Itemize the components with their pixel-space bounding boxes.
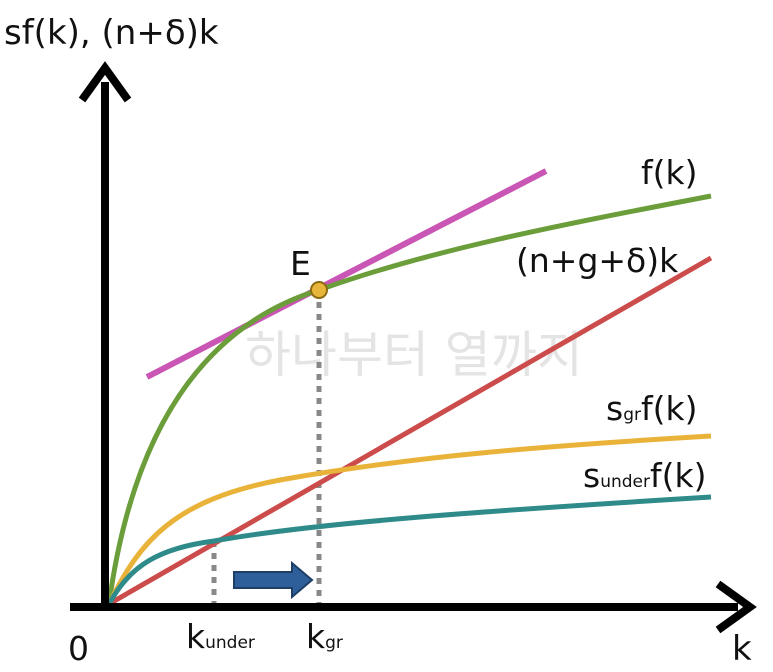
production-curve-label: f(k) — [641, 153, 697, 192]
x-axis-arrowhead — [715, 580, 757, 634]
depreciation-line — [107, 255, 713, 607]
point-e-label: E — [290, 244, 311, 283]
y-axis-title: sf(k), (n+δ)k — [4, 13, 219, 53]
depreciation-line-label: (n+g+δ)k — [516, 241, 679, 280]
s-gr-curve-label: sgrf(k) — [606, 389, 697, 428]
point-e-marker — [310, 281, 328, 299]
s-under-curve-label: sunderf(k) — [583, 456, 706, 495]
watermark-text: 하나부터 열까지 — [245, 326, 583, 384]
k-gr-label: kgr — [306, 617, 343, 656]
k-under-label: kunder — [186, 617, 255, 656]
x-axis-title: k — [732, 629, 752, 669]
origin-label: 0 — [68, 629, 89, 668]
y-axis-arrowhead — [78, 61, 132, 103]
s-gr-savings-curve — [106, 433, 712, 606]
s-under-savings-curve — [106, 494, 712, 606]
tangent-line — [145, 168, 548, 380]
right-arrow-icon — [233, 560, 314, 600]
